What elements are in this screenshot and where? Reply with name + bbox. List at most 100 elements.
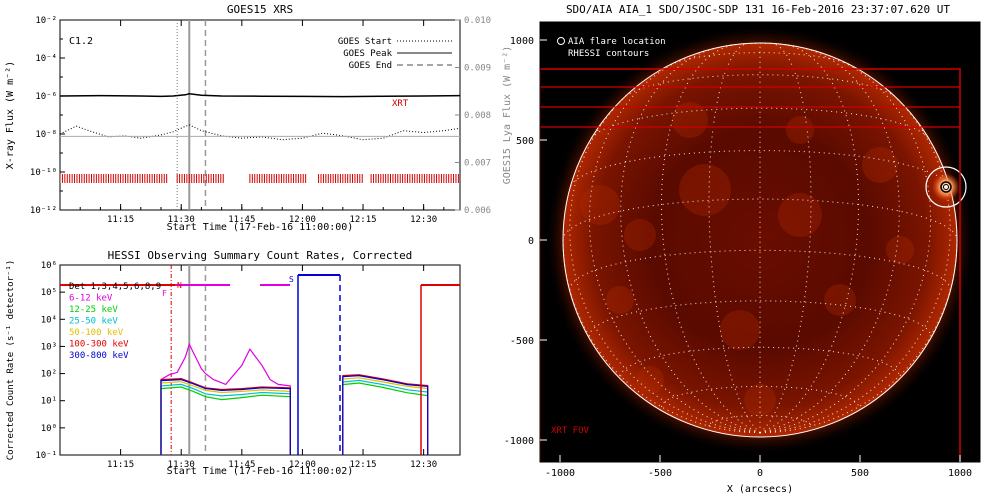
goes-y-tick-label: 10⁻⁶	[35, 92, 57, 102]
sdo-rhessi-contour	[940, 181, 952, 193]
goes-y-label: X-ray Flux (W m⁻²)	[5, 61, 16, 169]
sdo-legend-aia: AIA flare location	[568, 37, 666, 47]
sdo-active-region	[624, 219, 656, 251]
hessi-series-line-3-0	[160, 381, 291, 455]
hessi-series-line-4-0	[160, 377, 291, 455]
hessi-y-tick-label: 10⁵	[41, 288, 57, 298]
sdo-panel: SDO/AIA AIA_1 SDO/JSOC-SDP 131 16-Feb-20…	[504, 3, 981, 495]
goes-y-tick-label: 10⁻²	[35, 16, 57, 26]
sdo-active-region	[606, 286, 634, 314]
sdo-flare-location-circle	[925, 166, 967, 208]
goes-x-tick-label: 12:30	[410, 215, 437, 225]
sdo-active-region	[580, 185, 620, 225]
sdo-y-tick-label: 0	[528, 236, 534, 247]
goes-legend-peak: GOES Peak	[343, 49, 392, 59]
hessi-series-line-4-1	[342, 374, 429, 455]
sdo-y-tick-label: -500	[510, 336, 534, 347]
sdo-rhessi-contour-inner	[943, 184, 949, 190]
hessi-title: HESSI Observing Summary Count Rates, Cor…	[108, 249, 413, 262]
goes-legend: GOES Start GOES Peak GOES End	[338, 37, 452, 71]
goes-y-axis-right: 0.010 0.009 0.008 0.007 0.006	[455, 16, 491, 216]
goes-x-tick-label: 12:00	[289, 215, 316, 225]
hessi-x-label: Start Time (17-Feb-16 11:00:02)	[167, 466, 354, 477]
sdo-active-region	[862, 147, 898, 183]
sdo-grid-latitude	[588, 300, 932, 337]
sdo-grid-longitude	[759, 44, 860, 434]
sdo-y-axis: 1000 500 0 -500 -1000	[504, 36, 547, 447]
hessi-series-line-0-0	[160, 342, 291, 455]
hessi-y-axis: 10⁶ 10⁵ 10⁴ 10³ 10² 10¹ 10⁰ 10⁻¹	[35, 261, 65, 461]
goes-y-right-tick-label: 0.006	[464, 206, 491, 216]
sdo-y-tick-label: -1000	[504, 436, 534, 447]
sdo-xrt-fov-box	[540, 68, 961, 462]
sdo-legend-rhessi: RHESSI contours	[568, 49, 649, 59]
hessi-x-tick-label: 12:15	[349, 460, 376, 470]
goes-x-axis: 11:15 11:30 11:45 12:00 12:15 12:30	[59, 20, 445, 225]
goes-x-tick-label: 11:30	[168, 215, 195, 225]
hessi-panel: HESSI Observing Summary Count Rates, Cor…	[6, 249, 461, 477]
hessi-y-tick-label: 10⁰	[41, 424, 57, 434]
hessi-legend-item: 6-12 keV	[69, 294, 113, 304]
sdo-xrt-fov	[540, 68, 961, 462]
sdo-active-region	[886, 236, 914, 264]
sdo-active-regions	[580, 102, 914, 416]
hessi-legend-item: 100-300 keV	[69, 340, 129, 350]
hessi-y-label: Corrected Count Rate (s⁻¹ detector⁻¹)	[6, 260, 16, 460]
sdo-x-tick-label: -500	[648, 468, 672, 479]
sdo-legend-circle-icon	[557, 37, 565, 45]
sdo-active-region	[786, 116, 814, 144]
goes-y-axis: 10⁻² 10⁻⁴ 10⁻⁶ 10⁻⁸ 10⁻¹⁰ 10⁻¹²	[30, 16, 65, 216]
hessi-y-tick-label: 10²	[41, 370, 57, 380]
sdo-xrt-fov-label: XRT FOV	[551, 426, 590, 436]
hessi-y-tick-label: 10⁴	[41, 315, 57, 325]
goes-y-right-tick-label: 0.007	[464, 159, 491, 169]
hessi-x-tick-label: 11:45	[228, 460, 255, 470]
sdo-grid-latitude	[570, 150, 950, 187]
sdo-image	[540, 25, 975, 462]
goes-y-tick-label: 10⁻⁸	[35, 130, 57, 140]
goes-y-tick-label: 10⁻¹²	[30, 206, 57, 216]
sdo-y-tick-label: 500	[516, 136, 534, 147]
goes-panel: GOES15 XRS 10⁻² 10⁻⁴ 10⁻⁶ 10⁻⁸ 10⁻¹⁰ 10⁻¹² 0.…	[5, 3, 513, 233]
goes-series	[60, 93, 460, 141]
sdo-active-region	[824, 284, 856, 316]
goes-y-label-right: GOES15 Lya Flux (W m⁻²)	[502, 46, 513, 184]
hessi-series-line-2-1	[342, 379, 429, 455]
sdo-active-region	[778, 193, 822, 237]
goes-y-tick-label: 10⁻¹⁰	[30, 168, 57, 178]
sdo-active-region	[679, 164, 731, 216]
hessi-y-tick-label: 10⁶	[41, 261, 57, 271]
hessi-series-line-5-1	[342, 374, 429, 455]
goes-title: GOES15 XRS	[227, 3, 293, 16]
sdo-grid-latitude	[661, 385, 859, 407]
sdo-solar-disk	[563, 43, 957, 437]
goes-x-tick-label: 11:15	[107, 215, 134, 225]
hessi-legend-item: 12-25 keV	[69, 305, 118, 315]
sdo-grid-longitude	[620, 47, 761, 434]
hessi-legend-item: 300-800 keV	[69, 351, 129, 361]
hessi-series-line-2-0	[160, 383, 291, 455]
goes-y-tick-label: 10⁻⁴	[35, 54, 57, 64]
sdo-heliographic-grid	[562, 42, 958, 434]
goes-legend-start: GOES Start	[338, 37, 392, 47]
hessi-series-line-3-1	[342, 377, 429, 455]
sdo-grid-longitude	[759, 47, 900, 434]
hessi-y-tick-label: 10¹	[41, 397, 57, 407]
hessi-y-tick-label: 10³	[41, 342, 57, 352]
sdo-active-region	[636, 366, 664, 394]
sdo-x-tick-label: 500	[851, 468, 869, 479]
goes-x-label: Start Time (17-Feb-16 11:00:00)	[167, 222, 354, 233]
hessi-legend-item: 25-50 keV	[69, 317, 118, 327]
goes-class-label: C1.2	[69, 36, 93, 47]
sdo-title: SDO/AIA AIA_1 SDO/JSOC-SDP 131 16-Feb-20…	[566, 3, 950, 16]
sdo-flare-glow	[932, 173, 960, 201]
hessi-flag-f: F	[162, 289, 167, 298]
sdo-x-label: X (arcsecs)	[727, 484, 793, 495]
hessi-legend-item: 50-100 keV	[69, 328, 124, 338]
hessi-series	[160, 342, 429, 455]
goes-xrt-label: XRT	[392, 99, 409, 109]
sdo-x-tick-label: 1000	[948, 468, 972, 479]
sdo-active-region	[744, 384, 776, 416]
goes-x-tick-label: 12:15	[349, 215, 376, 225]
sdo-x-tick-label: 0	[757, 468, 763, 479]
